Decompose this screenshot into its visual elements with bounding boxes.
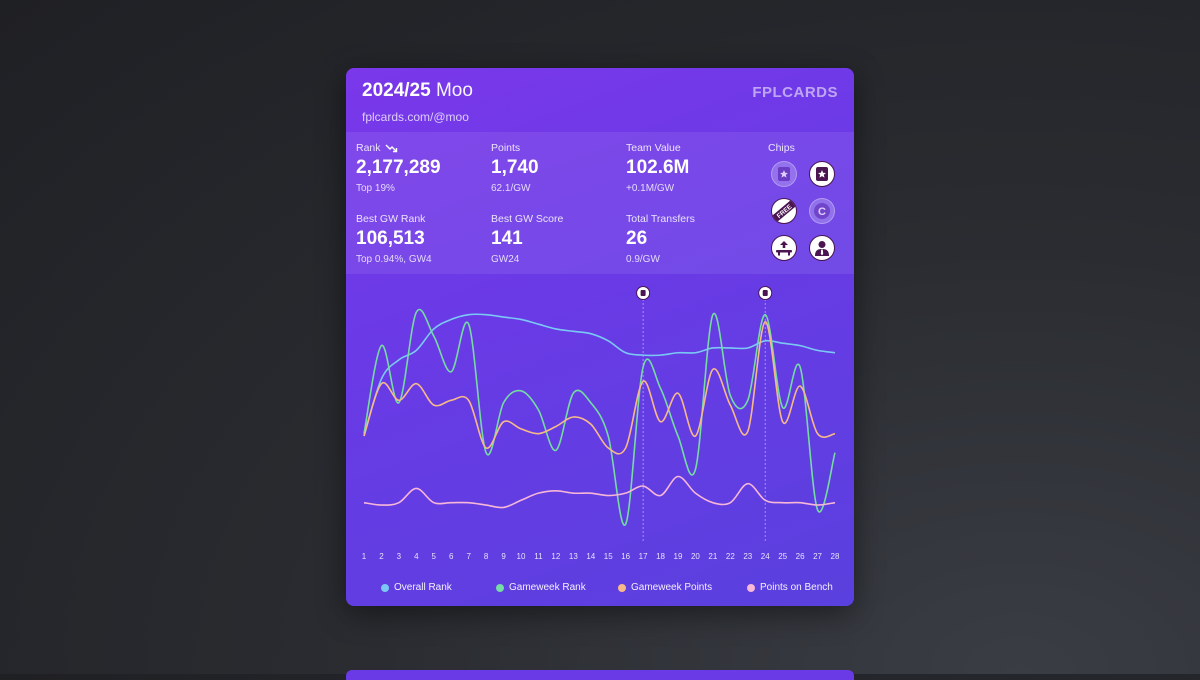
x-tick-label: 7 xyxy=(466,552,471,561)
x-tick-label: 10 xyxy=(517,552,526,561)
manager-name: Moo xyxy=(435,80,473,101)
x-tick-label: 18 xyxy=(656,552,665,561)
history-chart-svg: 1 2 3 4 5 6 7 8 9 10 11 12 13 14 15 16 17 18 19 20 21 22 23 24 2… xyxy=(362,286,840,561)
stat-points-value: 1,740 xyxy=(491,157,539,178)
x-tick-label: 13 xyxy=(569,552,578,561)
stat-rank-sub: Top 19% xyxy=(356,183,395,194)
chart-legend: Overall Rank Gameweek Rank Gameweek Poin… xyxy=(346,576,854,600)
x-tick-label: 24 xyxy=(761,552,770,561)
legend-dot-gameweek-rank xyxy=(496,583,504,592)
series-line-overall-rank xyxy=(363,313,836,437)
x-tick-label: 11 xyxy=(534,552,543,561)
stat-points: Points 1,740 62.1/GW xyxy=(491,142,621,194)
profile-card: 2024/25 Moo fplcards.com/@moo FPLCARDS R… xyxy=(346,68,854,606)
stat-team-value: Team Value 102.6M +0.1M/GW xyxy=(626,142,756,194)
stat-total-transfers-sub: 0.9/GW xyxy=(626,254,660,265)
profile-url[interactable]: fplcards.com/@moo xyxy=(362,110,469,124)
card-header: 2024/25 Moo fplcards.com/@moo FPLCARDS xyxy=(362,80,838,130)
legend-label-points-on-bench: Points on Bench xyxy=(760,582,833,593)
series-line-gameweek-points xyxy=(363,320,836,455)
stat-rank-value: 2,177,289 xyxy=(356,157,441,178)
x-tick-label: 14 xyxy=(586,552,595,561)
legend-dot-overall-rank xyxy=(381,583,389,592)
stat-best-gw-score: Best GW Score 141 GW24 xyxy=(491,213,621,265)
legend-item-gameweek-rank[interactable]: Gameweek Rank xyxy=(496,582,586,593)
stat-total-transfers-label: Total Transfers xyxy=(626,213,695,225)
x-tick-label: 17 xyxy=(639,552,648,561)
legend-dot-gameweek-points xyxy=(618,583,626,592)
x-tick-label: 12 xyxy=(551,552,560,561)
legend-label-gameweek-points: Gameweek Points xyxy=(631,582,713,593)
x-tick-label: 22 xyxy=(726,552,735,561)
legend-item-overall-rank[interactable]: Overall Rank xyxy=(381,582,452,593)
bench-boost-icon xyxy=(776,241,792,256)
stat-best-gw-score-sub: GW24 xyxy=(491,254,520,265)
stat-rank: Rank 2,177,289 Top 19% xyxy=(356,142,486,194)
x-tick-label: 2 xyxy=(379,552,384,561)
stat-best-gw-score-label: Best GW Score xyxy=(491,213,564,225)
season-label: 2024/25 xyxy=(362,80,431,101)
stat-total-transfers-value: 26 xyxy=(626,228,648,249)
svg-text:C: C xyxy=(818,206,826,218)
stat-best-gw-rank-value: 106,513 xyxy=(356,228,425,249)
x-tick-label: 21 xyxy=(708,552,717,561)
assistant-manager-chip xyxy=(809,235,835,261)
triple-captain-icon: C xyxy=(814,203,830,219)
bench-boost-icon xyxy=(758,286,773,300)
wildcard-icon xyxy=(636,286,651,300)
stat-team-value-value: 102.6M xyxy=(626,157,690,178)
free-hit-chip: FREE xyxy=(771,198,797,224)
x-tick-label: 20 xyxy=(691,552,700,561)
bench-boost-chip xyxy=(771,235,797,261)
x-tick-label: 25 xyxy=(778,552,787,561)
card-title: 2024/25 Moo xyxy=(362,80,838,102)
legend-dot-points-on-bench xyxy=(747,583,755,592)
wildcard-icon xyxy=(778,167,790,181)
wildcard-chip-unused xyxy=(771,161,797,187)
stat-best-gw-rank-sub: Top 0.94%, GW4 xyxy=(356,254,432,265)
x-tick-label: 28 xyxy=(831,552,840,561)
legend-item-gameweek-points[interactable]: Gameweek Points xyxy=(618,582,712,593)
stat-best-gw-rank: Best GW Rank 106,513 Top 0.94%, GW4 xyxy=(356,213,486,265)
x-tick-label: 4 xyxy=(414,552,419,561)
assistant-manager-icon xyxy=(815,241,829,256)
legend-label-overall-rank: Overall Rank xyxy=(394,582,452,593)
stat-best-gw-score-value: 141 xyxy=(491,228,523,249)
trend-down-icon xyxy=(385,144,397,152)
x-tick-label: 3 xyxy=(397,552,402,561)
legend-item-points-on-bench[interactable]: Points on Bench xyxy=(747,582,833,593)
x-tick-label: 19 xyxy=(674,552,683,561)
x-tick-label: 15 xyxy=(604,552,613,561)
x-tick-label: 5 xyxy=(432,552,437,561)
stat-team-value-label: Team Value xyxy=(626,142,681,154)
stat-points-label: Points xyxy=(491,142,521,154)
stat-total-transfers: Total Transfers 26 0.9/GW xyxy=(626,213,756,265)
stat-rank-label: Rank xyxy=(356,142,381,154)
x-tick-label: 1 xyxy=(362,552,367,561)
triple-captain-chip: C xyxy=(809,198,835,224)
stat-team-value-sub: +0.1M/GW xyxy=(626,183,675,194)
stat-best-gw-rank-label: Best GW Rank xyxy=(356,213,426,225)
free-hit-icon: FREE xyxy=(772,199,796,223)
wildcard-icon xyxy=(816,167,828,181)
x-tick-label: 6 xyxy=(449,552,454,561)
legend-label-gameweek-rank: Gameweek Rank xyxy=(509,582,586,593)
next-card-peek xyxy=(346,670,854,680)
x-tick-label: 16 xyxy=(621,552,630,561)
wildcard-chip-used xyxy=(809,161,835,187)
x-tick-label: 9 xyxy=(501,552,506,561)
series-line-gameweek-rank xyxy=(363,308,836,526)
chips-label: Chips xyxy=(768,142,795,154)
history-chart: 1 2 3 4 5 6 7 8 9 10 11 12 13 14 15 16 17 18 19 20 21 22 23 24 2… xyxy=(346,274,854,574)
x-tick-label: 26 xyxy=(796,552,805,561)
series-line-points-on-bench xyxy=(363,475,836,509)
brand-logo: FPLCARDS xyxy=(752,84,838,101)
stat-points-sub: 62.1/GW xyxy=(491,183,531,194)
x-tick-label: 8 xyxy=(484,552,489,561)
x-tick-label: 23 xyxy=(743,552,752,561)
stats-panel: Rank 2,177,289 Top 19% Points 1,740 62.1… xyxy=(346,132,854,274)
x-tick-label: 27 xyxy=(813,552,822,561)
